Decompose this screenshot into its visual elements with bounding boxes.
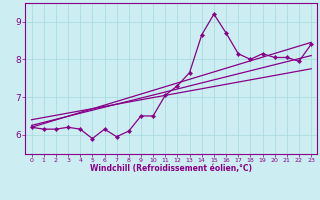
X-axis label: Windchill (Refroidissement éolien,°C): Windchill (Refroidissement éolien,°C) [90, 164, 252, 173]
